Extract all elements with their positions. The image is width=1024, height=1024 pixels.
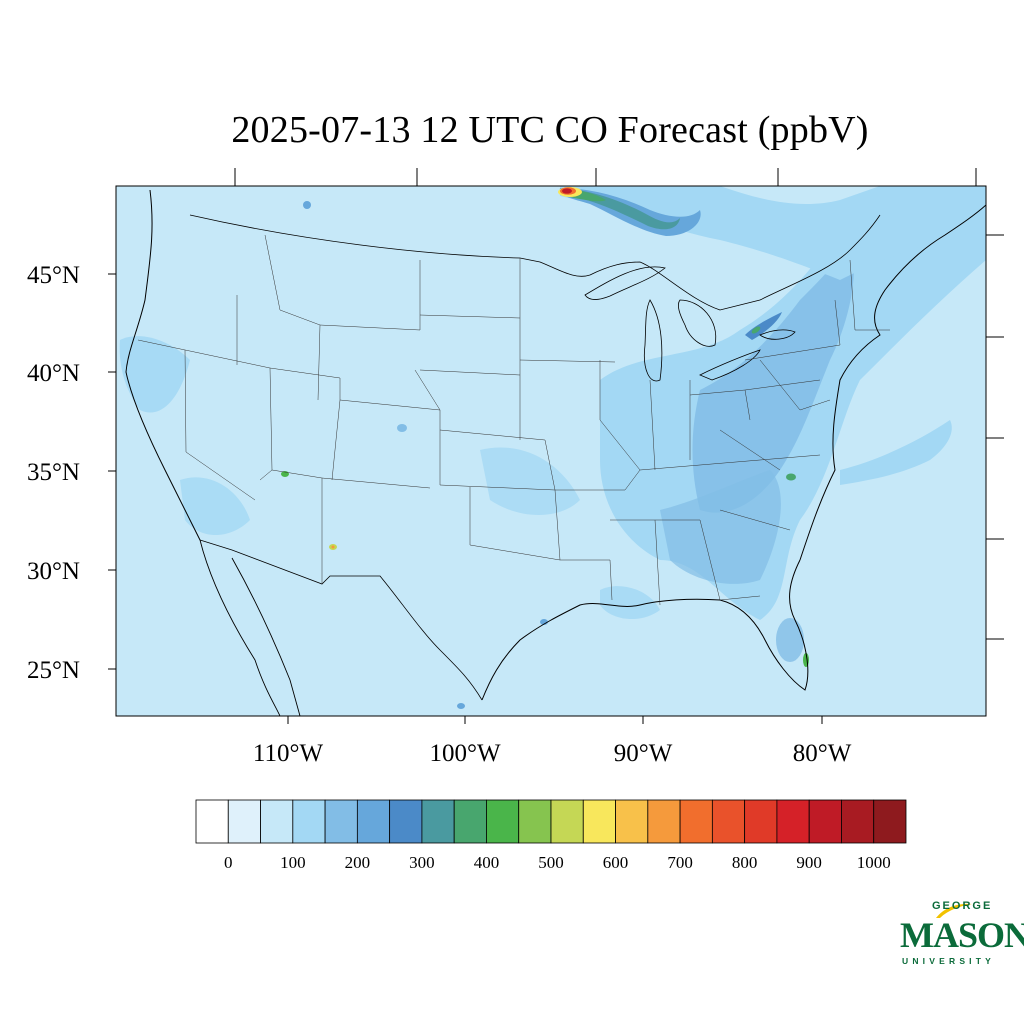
colorbar-swatch [518, 799, 552, 844]
tick-marks [108, 168, 1004, 724]
colorbar-swatch [841, 799, 875, 844]
map-title: 2025-07-13 12 UTC CO Forecast (ppbV) [231, 109, 869, 151]
canada-field [560, 186, 986, 280]
lake-michigan [643, 299, 663, 382]
logo-line-george: GEORGE [932, 900, 993, 912]
gmu-leaf-icon [936, 903, 972, 918]
plume-red [562, 188, 572, 194]
colorbar-label: 200 [345, 853, 371, 872]
atlantic-plume [840, 420, 952, 485]
colorbar-label: 0 [224, 853, 233, 872]
colorbar-label: 1000 [857, 853, 891, 872]
colorbar-swatch [356, 799, 391, 844]
colorbar-swatch [744, 799, 778, 844]
colorbar-labels: 0 100 200 300 400 500 600 700 800 900 1000 [224, 853, 891, 872]
concentration-field [119, 186, 986, 709]
colorbar-swatch [453, 799, 487, 844]
lon-label-100w: 100°W [429, 740, 500, 767]
colorbar-swatch [195, 799, 229, 844]
colorbar-swatch [615, 799, 649, 844]
map-frame [115, 185, 987, 717]
plains-field [480, 447, 580, 515]
colorbar-swatch [582, 799, 616, 844]
lake-superior [584, 266, 666, 301]
baja-coast [199, 539, 281, 716]
florida-field [776, 618, 804, 662]
lat-label-45: 45°N [27, 262, 80, 289]
lake-erie [699, 349, 761, 381]
lat-label-25: 25°N [27, 657, 80, 684]
latitude-labels: 45°N 40°N 35°N 30°N 25°N [27, 262, 80, 684]
west-coast-field [119, 336, 190, 413]
lat-label-35: 35°N [27, 459, 80, 486]
mexico-border [199, 539, 483, 701]
colorbar-swatch [711, 799, 746, 844]
lake-huron [677, 299, 717, 347]
colorbar-swatch [550, 799, 584, 844]
west-coast [125, 189, 201, 541]
colorbar-swatch [873, 799, 907, 844]
longitude-labels: 110°W 100°W 90°W 80°W [253, 740, 852, 767]
new-mexico-hotspot-core [331, 545, 335, 549]
gulf-field [600, 586, 660, 620]
state-boundaries [137, 234, 890, 606]
texas-spot [457, 703, 465, 709]
colorbar-swatch [260, 799, 294, 844]
colorbar-swatch [486, 799, 520, 844]
colorbar-label: 800 [732, 853, 758, 872]
colorbar-label: 300 [409, 853, 435, 872]
colorbar-swatch [647, 799, 681, 844]
gmu-logo: GEORGE MASON UNIVERSITY [896, 900, 1024, 970]
canada-border [189, 214, 881, 311]
colorbar-label: 100 [280, 853, 306, 872]
colorbar-swatch [776, 799, 810, 844]
lat-label-40: 40°N [27, 360, 80, 387]
logo-line-mason: MASON [900, 915, 1024, 955]
colorbar-label: 900 [796, 853, 822, 872]
lon-label-110w: 110°W [253, 740, 324, 767]
colorbar-swatch [679, 799, 713, 844]
lake-ontario [759, 329, 796, 340]
lat-label-30: 30°N [27, 558, 80, 585]
colorbar-swatch [389, 799, 423, 844]
colorbar-label: 600 [603, 853, 629, 872]
colorbar-swatch [808, 799, 842, 844]
colorado-spot [397, 424, 407, 432]
logo-line-university: UNIVERSITY [902, 956, 996, 966]
colorbar-swatch [324, 799, 358, 844]
colorbar [195, 799, 907, 844]
colorbar-label: 700 [667, 853, 693, 872]
map-boundaries [125, 189, 986, 716]
atlantic-coast [799, 204, 986, 561]
gulf-spot [540, 619, 548, 625]
colorbar-swatch [292, 799, 326, 844]
colorbar-swatch [421, 799, 455, 844]
southwest-field [180, 477, 250, 535]
colorbar-label: 500 [538, 853, 564, 872]
washington-spot [303, 201, 311, 209]
lon-label-80w: 80°W [793, 740, 852, 767]
southeast-field [660, 470, 781, 584]
ontario-plume-core [751, 326, 761, 334]
mexico-west-coast [231, 557, 301, 716]
nc-hotspot [786, 473, 796, 481]
colorbar-label: 400 [474, 853, 500, 872]
colorbar-swatch [227, 799, 261, 844]
lon-label-90w: 90°W [614, 740, 673, 767]
